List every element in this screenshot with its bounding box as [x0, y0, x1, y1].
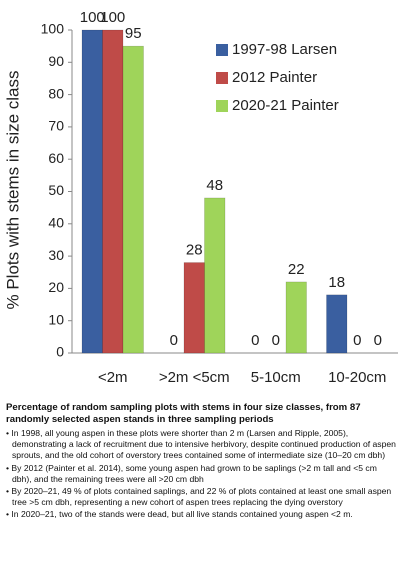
y-tick-label: 70	[48, 118, 64, 134]
data-label: 95	[125, 25, 142, 42]
data-label: 0	[251, 332, 259, 349]
bar	[285, 281, 307, 354]
y-tick-label: 60	[48, 150, 64, 166]
bar	[81, 29, 103, 354]
data-label: 0	[170, 332, 178, 349]
bar	[183, 262, 205, 354]
legend-label: 1997-98 Larsen	[232, 41, 337, 58]
y-tick-label: 90	[48, 53, 64, 69]
caption-bullet: • By 2020–21, 49 % of plots contained sa…	[6, 486, 392, 508]
x-tick-label: 10-20cm	[328, 369, 386, 386]
y-tick-label: 80	[48, 85, 64, 101]
data-label: 22	[288, 261, 305, 278]
y-tick-label: 30	[48, 247, 64, 263]
caption-bullet: • In 1998, all young aspen in these plot…	[6, 428, 396, 461]
bar	[102, 29, 124, 354]
data-label: 18	[328, 274, 345, 291]
data-label: 48	[206, 177, 223, 194]
caption-bullet: • By 2012 (Painter et al. 2014), some yo…	[6, 462, 377, 484]
bar	[122, 45, 144, 354]
y-tick-label: 40	[48, 215, 64, 231]
x-tick-label: <2m	[98, 369, 128, 386]
legend-swatch	[216, 72, 228, 84]
y-tick-label: 20	[48, 279, 64, 295]
legend-swatch	[216, 44, 228, 56]
y-tick-label: 0	[56, 344, 64, 360]
caption-title: Percentage of random sampling plots with…	[6, 402, 361, 425]
y-tick-label: 100	[41, 21, 65, 37]
data-label: 0	[272, 332, 280, 349]
data-label: 100	[100, 9, 125, 26]
bar	[204, 197, 226, 354]
y-tick-label: 10	[48, 311, 64, 327]
legend-swatch	[216, 100, 228, 112]
data-label: 0	[374, 332, 382, 349]
legend-label: 2020-21 Painter	[232, 97, 339, 114]
y-tick-label: 50	[48, 182, 64, 198]
data-label: 28	[186, 242, 203, 259]
caption: Percentage of random sampling plots with…	[6, 402, 398, 522]
bar	[326, 294, 348, 354]
legend-label: 2012 Painter	[232, 69, 317, 86]
caption-bullet: • In 2020–21, two of the stands were dea…	[6, 509, 353, 520]
x-tick-label: >2m <5cm	[159, 369, 230, 386]
data-label: 0	[353, 332, 361, 349]
x-tick-label: 5-10cm	[251, 369, 301, 386]
data-label: 100	[80, 9, 105, 26]
chart: % Plots with stems in size class 0 10 20 30…	[3, 9, 398, 386]
y-axis-label: % Plots with stems in size class	[3, 70, 22, 309]
